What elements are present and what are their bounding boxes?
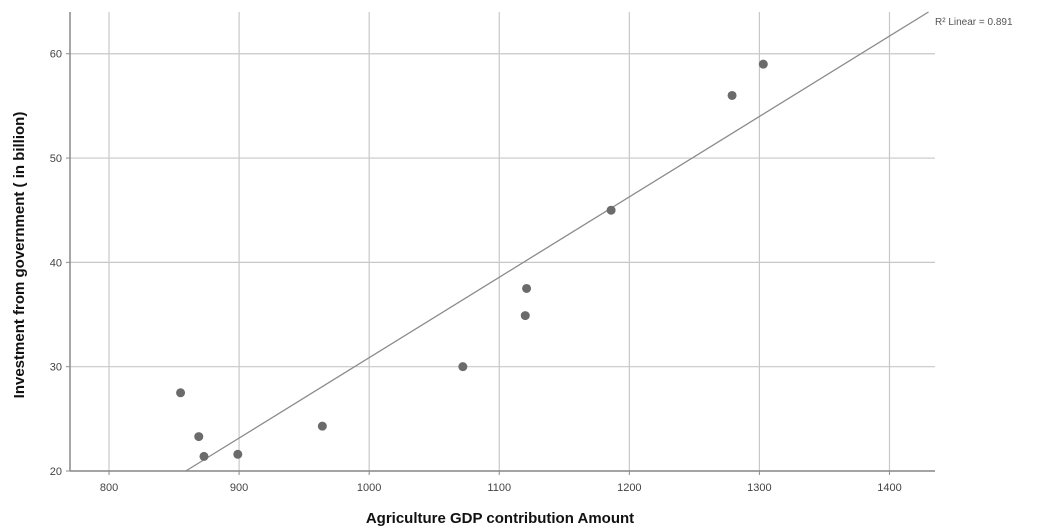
x-tick-label: 1100 [487, 482, 511, 494]
data-point [317, 421, 327, 431]
y-tick-label: 60 [50, 49, 62, 61]
grid-lines [70, 12, 935, 472]
data-point [194, 432, 204, 442]
data-point [176, 388, 186, 398]
data-point [758, 59, 768, 69]
tick-labels: 800 900 1000 1100 1200 1300 1400 20 30 40 50 60 [50, 49, 902, 494]
y-axis-title: Investment from government ( in billion) [11, 112, 28, 399]
data-point [458, 362, 468, 372]
data-point [199, 451, 209, 461]
x-tick-label: 900 [230, 482, 248, 494]
fit-line-group [185, 11, 929, 472]
x-tick-label: 1000 [357, 482, 381, 494]
axes [66, 12, 935, 475]
r2-label: R² Linear = 0.891 [935, 17, 1013, 28]
x-tick-label: 1200 [617, 482, 641, 494]
data-point [606, 205, 616, 215]
points-group [176, 59, 768, 461]
x-tick-label: 1400 [877, 482, 901, 494]
data-point [522, 283, 532, 293]
regression-line [185, 11, 929, 472]
data-point [233, 449, 243, 459]
x-tick-label: 1300 [747, 482, 771, 494]
x-tick-label: 800 [100, 482, 118, 494]
x-axis-title: Agriculture GDP contribution Amount [366, 510, 634, 527]
data-point [520, 311, 530, 321]
data-point [727, 90, 737, 100]
y-tick-label: 40 [50, 257, 62, 269]
y-tick-label: 20 [50, 466, 62, 478]
y-tick-label: 50 [50, 153, 62, 165]
y-tick-label: 30 [50, 362, 62, 374]
